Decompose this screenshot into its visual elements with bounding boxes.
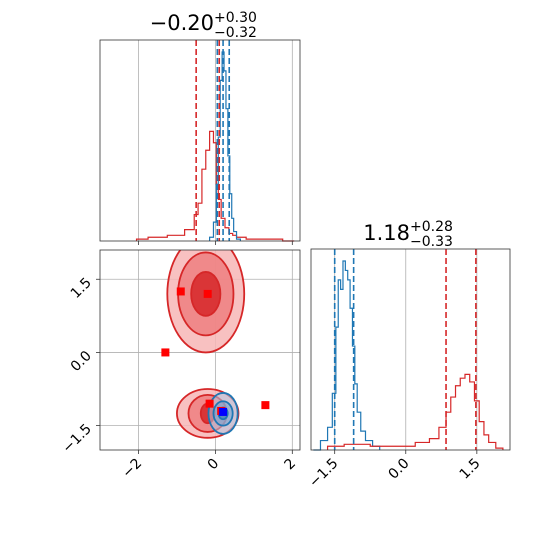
- x-tick-label: 0.0: [386, 456, 413, 483]
- marker-square-1: [203, 289, 212, 298]
- x-tick-label: 2: [282, 456, 300, 474]
- x-tick-label: −2: [119, 456, 145, 482]
- p2-ticks: −1.5 0.0 1.5: [306, 450, 484, 491]
- marker-square-6: [219, 407, 228, 416]
- marker-square-5: [261, 401, 270, 410]
- p3-frame: [99, 249, 301, 451]
- x-tick-label: 1.5: [457, 456, 484, 483]
- y-tick-label: 1.5: [68, 275, 95, 302]
- panel-hist-param1: −0.20 +0.30 −0.32: [99, 10, 301, 245]
- p2-grid: [334, 249, 478, 450]
- p1-series: [135, 51, 295, 242]
- y-tick-label: 0.0: [68, 348, 95, 375]
- x-tick-label: −1.5: [306, 456, 341, 491]
- p1-title-main: −0.20: [150, 11, 214, 35]
- x-tick-label: 0: [205, 456, 223, 474]
- p1-frame: [99, 39, 301, 242]
- p2-title-main: 1.18: [363, 221, 410, 245]
- p3-markers: [161, 287, 270, 416]
- p1-ticks: [138, 241, 293, 245]
- p1-grid: [138, 40, 293, 241]
- histogram-series-1: [209, 51, 241, 241]
- histogram-series-1: [326, 373, 504, 450]
- p2-title-sub: −0.33: [410, 234, 453, 250]
- p2-title-sup: +0.28: [410, 219, 453, 235]
- p1-vlines: [195, 40, 231, 241]
- panel-contour: −2 0 2 −1.5 0.0 1.5: [59, 249, 301, 482]
- marker-square-0: [176, 287, 185, 296]
- marker-square-2: [161, 348, 170, 357]
- p2-frame: [310, 248, 511, 451]
- y-tick-label: −1.5: [59, 421, 94, 456]
- panel-hist-param2: −1.5 0.0 1.5 1.18 +0.28 −0.33: [306, 219, 511, 491]
- histogram-series-0: [313, 260, 381, 451]
- p2-series: [313, 260, 504, 451]
- p1-title-sub: −0.32: [214, 25, 257, 41]
- marker-square-3: [205, 399, 214, 408]
- p2-vlines: [333, 249, 477, 450]
- p1-title-sup: +0.30: [214, 10, 257, 26]
